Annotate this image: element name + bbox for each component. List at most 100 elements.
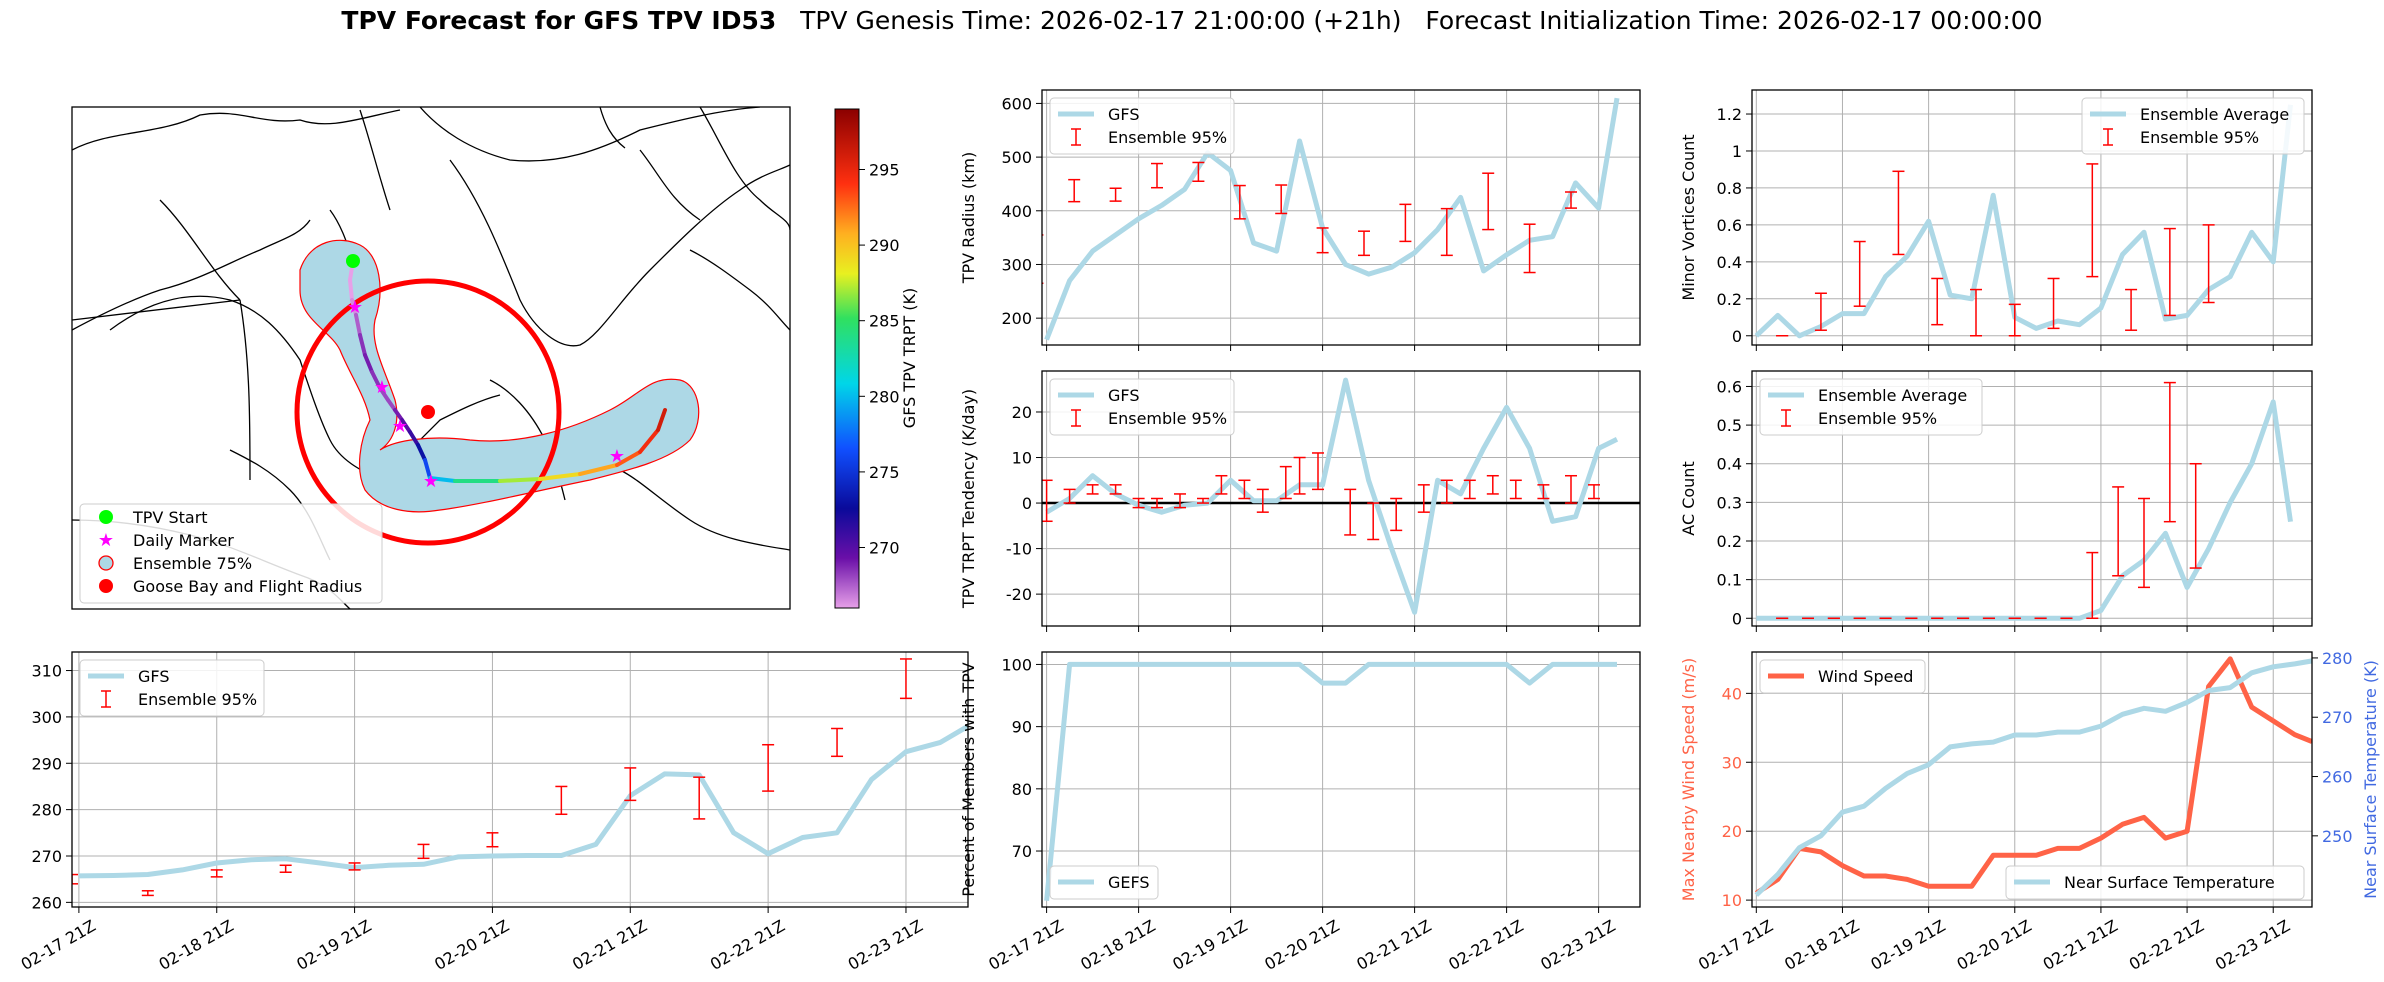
tendency-legend-box xyxy=(1049,378,1235,436)
trpt-ytick-label-3: 290 xyxy=(31,754,62,773)
percent-xtick-label-6: 02-23 21Z xyxy=(1537,916,1618,974)
percent-ylabel: Percent of Members with TPV xyxy=(959,662,978,896)
radius-ytick-label-2: 400 xyxy=(1001,202,1032,221)
percent-xtick-label-2: 02-19 21Z xyxy=(1169,916,1250,974)
radius-errorbar-13 xyxy=(1565,191,1577,209)
minor-ytick-label-4: 0.8 xyxy=(1717,179,1742,198)
radius-errorbar-12 xyxy=(1523,223,1536,274)
tendency-errorbar-21 xyxy=(1509,479,1522,500)
wind_temp-xtick-label-4: 02-21 21Z xyxy=(2040,916,2121,974)
minor-errorbar-11 xyxy=(2202,224,2215,304)
ac-series-group xyxy=(1756,381,2293,621)
radius-errorbar-10 xyxy=(1440,207,1453,257)
ac-errorbar-13 xyxy=(2112,486,2125,577)
percent-series-group xyxy=(1044,661,1617,902)
trpt-legend-box xyxy=(79,659,265,717)
tendency-errorbar-18 xyxy=(1440,479,1453,504)
minor-errorbar-6 xyxy=(2008,303,2021,337)
ac-legend-err-swatch xyxy=(1781,409,1791,427)
percent-ytick-label-0: 70 xyxy=(1012,842,1032,861)
radius-errorbar-11 xyxy=(1482,172,1495,231)
chart-minor: 0 0.2 0.4 0.6 0.8 1 1.2 Minor Vortices Count Ens… xyxy=(1679,89,2313,351)
wind_temp-xtick-label-0: 02-17 21Z xyxy=(1695,916,1776,974)
trpt-errorbar-12 xyxy=(899,658,912,700)
trpt-errorbar-2 xyxy=(210,869,223,878)
percent-frame xyxy=(1041,651,1641,908)
tendency-ytick-label-2: 0 xyxy=(1022,494,1032,513)
radius-frame xyxy=(1041,89,1641,346)
ac-ytick-label-6: 0.6 xyxy=(1717,377,1742,396)
minor-series-group xyxy=(1754,104,2293,339)
ac-ytick-label-3: 0.3 xyxy=(1717,493,1742,512)
trpt-ytick-label-2: 280 xyxy=(31,801,62,820)
wind_temp-ytick-label-2: 30 xyxy=(1722,753,1742,772)
tendency-errorbar-8 xyxy=(1215,474,1228,495)
radius-errorbar-8 xyxy=(1358,230,1370,257)
wind_temp-line-1 xyxy=(1754,658,2312,897)
wind_temp-ytick2-label-3: 280 xyxy=(2322,649,2353,668)
percent-ytick-label-3: 100 xyxy=(1001,655,1032,674)
radius-ytick-label-1: 300 xyxy=(1001,255,1032,274)
wind_temp-xtick-label-1: 02-18 21Z xyxy=(1781,916,1862,974)
radius-errorbar-5 xyxy=(1233,184,1246,220)
minor-legend-upper-right: Ensemble Average Ensemble 95% xyxy=(2081,97,2305,155)
wind_temp-xtick-label-2: 02-19 21Z xyxy=(1867,916,1948,974)
tendency-legend-err-swatch xyxy=(1071,409,1081,427)
chart-tendency: -20 -10 0 10 20 TPV TRPT Tendency (K/day) GFS E… xyxy=(959,370,1641,632)
ac-errorbar-16 xyxy=(2189,462,2202,569)
tendency-ytick-label-3: 10 xyxy=(1012,449,1032,468)
radius-legend-upper-left: GFS Ensemble 95% xyxy=(1049,97,1235,155)
percent-legend-box xyxy=(1049,865,1159,900)
percent-ytick-label-1: 80 xyxy=(1012,780,1032,799)
minor-errorbar-7 xyxy=(2047,277,2060,330)
trpt-errorbar-5 xyxy=(417,843,430,860)
minor-frame xyxy=(1751,89,2313,346)
trpt-ytick-label-5: 310 xyxy=(31,662,62,681)
minor-ytick-label-1: 0.2 xyxy=(1717,290,1742,309)
tendency-errorbar-9 xyxy=(1238,479,1251,500)
trpt-xtick-label-4: 02-21 21Z xyxy=(569,916,650,974)
trpt-xtick-label-3: 02-20 21Z xyxy=(431,916,512,974)
tendency-ytick-label-4: 20 xyxy=(1012,403,1032,422)
radius-errorbar-6 xyxy=(1275,184,1288,215)
radius-ytick-label-4: 600 xyxy=(1001,94,1032,113)
radius-errorbar-2 xyxy=(1109,187,1122,202)
figure-title-bold: TPV Forecast for GFS TPV ID53 xyxy=(341,6,777,35)
percent-xtick-label-5: 02-22 21Z xyxy=(1445,916,1526,974)
trpt-errorbar-3 xyxy=(279,864,292,873)
tendency-ylabel: TPV TRPT Tendency (K/day) xyxy=(959,389,978,609)
trpt-line-0 xyxy=(78,724,968,879)
radius-ylabel: TPV Radius (km) xyxy=(959,152,978,285)
minor-errorbar-8 xyxy=(2086,163,2099,278)
radius-legend-err-swatch xyxy=(1071,128,1081,146)
wind_temp-line-0 xyxy=(1754,656,2312,896)
minor-ytick-label-6: 1.2 xyxy=(1717,105,1742,124)
tendency-errorbar-4 xyxy=(1132,497,1145,509)
percent-xtick-label-0: 02-17 21Z xyxy=(985,916,1066,974)
tendency-errorbar-3 xyxy=(1109,484,1122,495)
trpt-errorbar-7 xyxy=(555,785,568,816)
trpt-series-group xyxy=(72,658,968,897)
ac-frame xyxy=(1751,370,2313,627)
ac-line-0 xyxy=(1756,399,2293,621)
tendency-errorbar-1 xyxy=(1063,488,1076,504)
chart-trpt: 260270280290300310TPV TRPT (K)02-17 21Z0… xyxy=(18,651,969,974)
tendency-errorbar-10 xyxy=(1256,488,1269,513)
trpt-errorbar-6 xyxy=(486,832,499,848)
percent-legend-label-0: GEFS xyxy=(1108,873,1150,892)
tendency-errorbar-20 xyxy=(1486,474,1499,495)
minor-errorbar-2 xyxy=(1853,240,1866,307)
ac-ytick-label-2: 0.2 xyxy=(1717,532,1742,551)
chart-wind_temp: 10 20 30 40 Max Nearby Wind Speed (m/s) 250 26… xyxy=(1679,649,2380,974)
wind_temp-legend-upper-left: Wind Speed xyxy=(1759,659,1926,694)
percent-xtick-label-3: 02-20 21Z xyxy=(1261,916,1342,974)
minor-legend-label-0: Ensemble Average xyxy=(2140,105,2289,124)
wind_temp-frame xyxy=(1751,651,2313,908)
radius-errorbar-1 xyxy=(1068,178,1081,203)
minor-errorbar-5 xyxy=(1970,288,1982,337)
wind_temp-legend-lower-right: Near Surface Temperature xyxy=(2005,865,2305,900)
ac-legend-label-1: Ensemble 95% xyxy=(1818,409,1937,428)
tendency-errorbar-5 xyxy=(1151,497,1163,509)
minor-legend-label-1: Ensemble 95% xyxy=(2140,128,2259,147)
